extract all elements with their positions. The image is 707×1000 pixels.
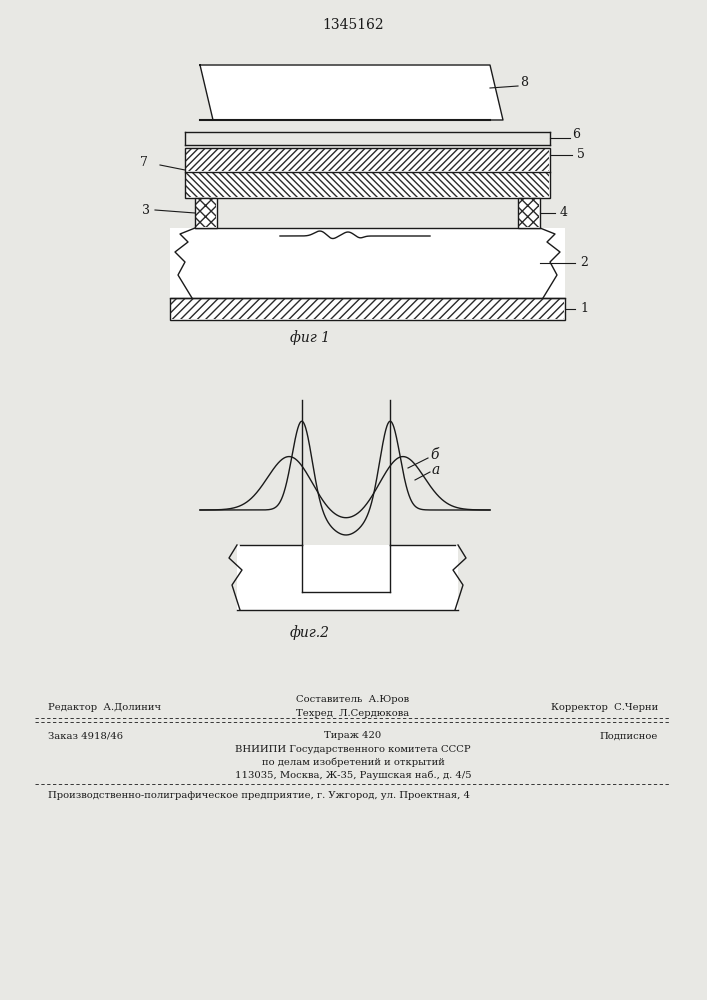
Text: 2: 2: [580, 256, 588, 269]
Text: по делам изобретений и открытий: по делам изобретений и открытий: [262, 757, 445, 767]
Polygon shape: [200, 65, 503, 120]
Bar: [196, 199, 216, 227]
Text: ВНИИПИ Государственного комитета СССР: ВНИИПИ Государственного комитета СССР: [235, 744, 471, 754]
Text: Редактор  А.Долинич: Редактор А.Долинич: [48, 704, 161, 712]
Text: Тираж 420: Тираж 420: [325, 732, 382, 740]
Bar: [186, 173, 549, 197]
Text: Корректор  С.Черни: Корректор С.Черни: [551, 704, 658, 712]
Bar: [195, 198, 217, 228]
Bar: [519, 199, 539, 227]
Text: а: а: [432, 463, 440, 477]
Text: Подписное: Подписное: [600, 732, 658, 740]
Text: 6: 6: [572, 128, 580, 141]
Text: 7: 7: [140, 156, 148, 169]
Text: фиг 1: фиг 1: [290, 330, 330, 345]
Text: Заказ 4918/46: Заказ 4918/46: [48, 732, 123, 740]
Bar: [170, 228, 565, 298]
Bar: [185, 148, 550, 198]
Text: 8: 8: [520, 76, 528, 89]
Text: Производственно-полиграфическое предприятие, г. Ужгород, ул. Проектная, 4: Производственно-полиграфическое предприя…: [48, 792, 470, 800]
Bar: [171, 299, 564, 319]
Bar: [237, 545, 458, 610]
Text: 3: 3: [142, 204, 150, 217]
Text: 1345162: 1345162: [322, 18, 384, 32]
Bar: [518, 198, 540, 228]
Bar: [170, 298, 565, 320]
Text: 113035, Москва, Ж-35, Раушская наб., д. 4/5: 113035, Москва, Ж-35, Раушская наб., д. …: [235, 770, 472, 780]
Text: 5: 5: [577, 148, 585, 161]
Text: Техред  Л.Сердюкова: Техред Л.Сердюкова: [296, 710, 409, 718]
Text: фиг.2: фиг.2: [290, 625, 330, 640]
Bar: [186, 149, 549, 171]
Text: 1: 1: [580, 302, 588, 316]
Text: Составитель  А.Юров: Составитель А.Юров: [296, 696, 409, 704]
Text: 4: 4: [560, 207, 568, 220]
Text: б: б: [430, 448, 438, 462]
